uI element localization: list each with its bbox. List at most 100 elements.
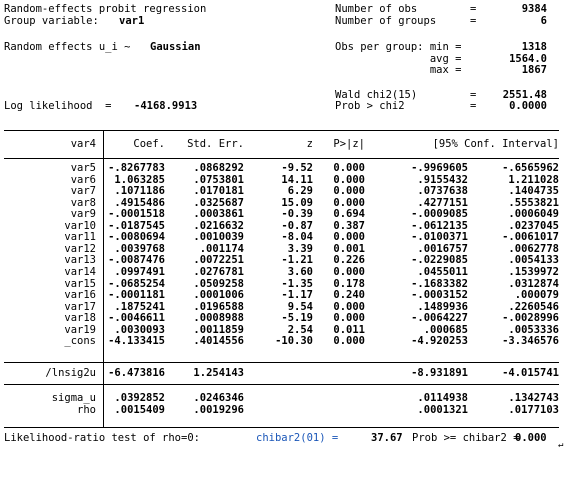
- row-coef: -.8267783: [108, 162, 165, 174]
- row-coef: .1875241: [114, 300, 165, 313]
- stat-eq: =: [470, 100, 477, 112]
- row-ci-lo: .9155432: [417, 173, 468, 186]
- row-ci-hi: -4.015741: [502, 367, 559, 379]
- col-header-p: P>|z|: [333, 138, 365, 150]
- row-name: var14: [64, 265, 96, 278]
- row-name: var11: [64, 231, 96, 244]
- row-ci-hi: -.6565962: [502, 162, 559, 174]
- row-ci-hi: .1539972: [508, 265, 559, 278]
- stat-value: 2551.48: [502, 88, 547, 101]
- row-ci-lo: .0455011: [417, 265, 468, 278]
- row-z: 3.60: [287, 265, 313, 278]
- row-p: 0.387: [333, 219, 365, 232]
- row-name: var17: [64, 300, 96, 313]
- row-ci-lo: .0016757: [417, 242, 468, 255]
- row-p: 0.000: [333, 300, 365, 313]
- row-se: .0276781: [193, 265, 244, 278]
- return-mark-icon: ↵: [558, 440, 564, 450]
- table-row: var7 .1071186 .0170181 6.29 0.000 .0737638 .14…: [4, 186, 559, 198]
- row-coef: .4915486: [114, 196, 165, 209]
- row-z: 6.29: [287, 185, 313, 198]
- chibar-value: 37.67: [371, 432, 403, 444]
- row-ci-hi: .1404735: [508, 185, 559, 198]
- row-p: 0.000: [333, 185, 365, 198]
- table-header-row: var4 Coef. Std. Err. z P>|z| [95% Conf. Inter…: [4, 138, 559, 151]
- row-z: -1.35: [281, 277, 313, 290]
- table-rule: [4, 384, 559, 385]
- row-p: 0.000: [333, 335, 365, 348]
- row-ci-hi: .5553821: [508, 196, 559, 209]
- header-stat-line: max = 1867: [4, 64, 559, 77]
- stat-eq: =: [470, 3, 477, 15]
- table-row: var5 -.8267783 .0868292 -9.52 0.000 -.9969605…: [4, 162, 559, 175]
- prob-chibar-label: Prob >= chibar2 =: [412, 432, 520, 444]
- row-coef: -4.133415: [108, 335, 165, 348]
- row-coef: -.0046611: [108, 312, 165, 325]
- row-name: var12: [64, 242, 96, 255]
- row-coef: -.0001518: [108, 208, 165, 221]
- row-z: -0.39: [281, 208, 313, 221]
- row-name: /lnsig2u: [45, 367, 96, 379]
- row-se: .0246346: [193, 392, 244, 404]
- col-header-coef: Coef.: [133, 138, 165, 150]
- row-ci-hi: .2260546: [508, 300, 559, 313]
- row-ci-hi: .000079: [514, 289, 559, 302]
- chibar-label: chibar2(01) =: [256, 432, 339, 444]
- row-ci-hi: .0053336: [508, 323, 559, 336]
- row-name: var6: [70, 173, 96, 186]
- row-ci-lo: -4.920253: [411, 335, 468, 348]
- row-coef: -.0087476: [108, 254, 165, 267]
- stat-value: 9384: [521, 3, 547, 15]
- table-row: var18 -.0046611 .0008988 -5.19 0.000 -.006422…: [4, 313, 559, 325]
- row-p: 0.694: [333, 208, 365, 221]
- row-z: -0.87: [281, 219, 313, 232]
- row-z: -1.21: [281, 254, 313, 267]
- row-name: var19: [64, 323, 96, 336]
- row-coef: -.0001181: [108, 289, 165, 302]
- row-se: 1.254143: [193, 367, 244, 379]
- row-z: -9.52: [281, 162, 313, 174]
- row-se: .0019296: [193, 403, 244, 416]
- row-ci-hi: .0062778: [508, 242, 559, 255]
- table-row: var13 -.0087476 .0072251 -1.21 0.226 -.022908…: [4, 255, 559, 267]
- table-column-separator: [103, 130, 104, 427]
- row-se: .0008988: [193, 312, 244, 325]
- row-ci-hi: -.0028996: [502, 312, 559, 325]
- lr-test-label: Likelihood-ratio test of rho=0:: [4, 432, 200, 444]
- table-rule: [4, 362, 559, 363]
- table-row: var10 -.0187545 .0216632 -0.87 0.387 -.061213…: [4, 219, 559, 233]
- row-ci-lo: -.0100371: [411, 231, 468, 244]
- stat-value: 1318: [521, 41, 547, 53]
- stat-label: Prob > chi2: [335, 100, 405, 112]
- row-ci-lo: -.0612135: [411, 219, 468, 232]
- row-se: .0868292: [193, 162, 244, 174]
- header-left-line: Log likelihood = -4168.9913: [4, 100, 559, 113]
- stat-label: Wald chi2(15): [335, 88, 418, 101]
- row-name: _cons: [64, 335, 96, 348]
- row-coef: .0015409: [114, 403, 165, 416]
- row-p: 0.001: [333, 242, 365, 255]
- col-header-ci: [95% Conf. Interval]: [432, 138, 559, 150]
- row-z: 3.39: [287, 242, 313, 255]
- row-se: .001174: [199, 242, 244, 255]
- row-ci-lo: .0114938: [417, 392, 468, 404]
- row-z: 15.09: [281, 196, 313, 209]
- row-ci-hi: .0312874: [508, 277, 559, 290]
- col-header-depvar: var4: [70, 138, 96, 150]
- row-p: 0.226: [333, 254, 365, 267]
- row-name: var13: [64, 254, 96, 267]
- stat-label: max =: [335, 64, 462, 76]
- stat-eq: =: [470, 14, 477, 27]
- header-stat-line: Obs per group: min = 1318: [4, 41, 559, 54]
- model-title: Random-effects probit regression: [4, 3, 207, 15]
- row-coef: -.0685254: [108, 277, 165, 290]
- row-coef: .0392852: [114, 392, 165, 404]
- ll-value: -4168.9913: [134, 100, 198, 112]
- col-header-se: Std. Err.: [187, 138, 244, 150]
- row-ci-hi: .0237045: [508, 219, 559, 232]
- table-row: var9 -.0001518 .0003861 -0.39 0.694 -.0009085…: [4, 209, 559, 221]
- row-p: 0.000: [333, 265, 365, 278]
- row-ci-lo: .4277151: [417, 196, 468, 209]
- header-left-line: Random-effects probit regression: [4, 3, 559, 16]
- row-coef: .0039768: [114, 242, 165, 255]
